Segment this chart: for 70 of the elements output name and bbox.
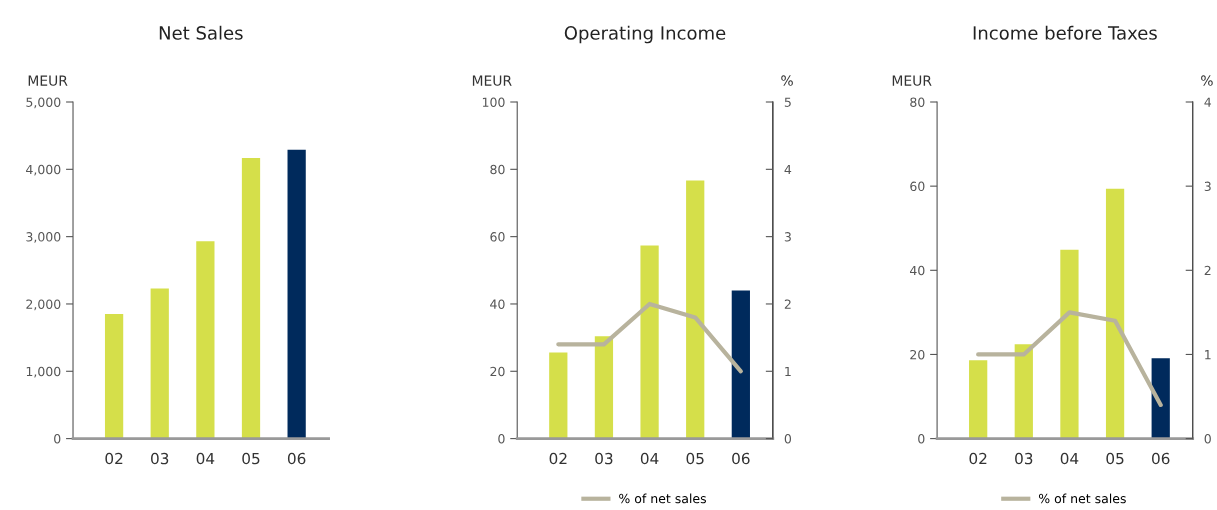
- line-series: [976, 310, 1163, 408]
- y-axis-title: MEUR: [472, 75, 512, 86]
- chart-title: Operating Income: [564, 25, 726, 44]
- bar: [287, 149, 306, 439]
- y-tick-label: 4,000: [26, 164, 61, 176]
- bar: [549, 352, 568, 439]
- x-tick-label: 06: [1152, 452, 1170, 465]
- y-tick-label: 60: [910, 181, 925, 192]
- x-tick-label: 05: [242, 452, 260, 465]
- x-tick-label: 03: [151, 452, 169, 465]
- x-tick-label: 04: [1060, 452, 1079, 465]
- y-tick-label: 100: [482, 97, 505, 107]
- x-tick-label: 03: [595, 452, 613, 465]
- x-tick-label: 02: [969, 452, 987, 465]
- chart-title: Net Sales: [159, 25, 243, 40]
- bar: [1105, 188, 1125, 439]
- bar: [1014, 344, 1033, 439]
- bar: [104, 314, 124, 439]
- y-tick-label: 80: [490, 164, 505, 175]
- x-tick-label: 05: [686, 452, 704, 465]
- bar: [150, 288, 169, 439]
- bar: [196, 241, 215, 439]
- bar: [1151, 358, 1170, 439]
- y-tick-label: 0: [498, 434, 505, 444]
- y2-tick-label: 2: [784, 299, 791, 309]
- bar: [594, 336, 614, 439]
- x-tick-label: 06: [287, 452, 306, 465]
- x-tick-label: 05: [1106, 452, 1124, 465]
- bar: [686, 180, 705, 439]
- y2-tick-label: 1: [785, 366, 791, 377]
- y-tick-label: 0: [54, 434, 61, 444]
- y2-tick-label: 4: [784, 164, 792, 175]
- x-tick-label: 02: [549, 452, 567, 465]
- y-tick-label: 80: [910, 97, 925, 107]
- y2-tick-label: 4: [1204, 97, 1212, 107]
- x-tick-label: 04: [640, 452, 659, 465]
- y2-tick-label: 2: [1204, 265, 1211, 276]
- y2-tick-label: 0: [784, 434, 792, 444]
- bar: [1060, 249, 1079, 439]
- y-tick-label: 0: [918, 434, 925, 444]
- bar: [969, 360, 988, 439]
- y-tick-label: 1,000: [26, 366, 61, 378]
- y2-axis-title: %: [1201, 75, 1213, 86]
- y2-tick-label: 3: [784, 232, 791, 242]
- y2-tick-label: 3: [1204, 181, 1211, 192]
- y-tick-label: 40: [490, 299, 505, 309]
- bar: [731, 290, 750, 439]
- y-tick-label: 20: [490, 366, 505, 377]
- y2-tick-label: 5: [784, 97, 791, 107]
- bar: [241, 157, 261, 439]
- y-tick-label: 3,000: [26, 232, 61, 243]
- x-tick-label: 04: [196, 452, 215, 465]
- legend-label: % of net sales: [1038, 493, 1126, 504]
- y2-tick-label: 1: [1205, 350, 1211, 360]
- y-tick-label: 5,000: [26, 97, 61, 109]
- y-axis-title: MEUR: [892, 75, 932, 86]
- chart-title: Income before Taxes: [973, 25, 1157, 40]
- legend-label: % of net sales: [619, 493, 707, 504]
- y2-axis-title: %: [781, 75, 793, 86]
- y-tick-label: 40: [909, 265, 925, 276]
- line-series: [556, 301, 743, 374]
- x-tick-label: 03: [1015, 452, 1033, 465]
- bar: [640, 245, 659, 439]
- y-tick-label: 2,000: [26, 299, 61, 311]
- y-tick-label: 20: [910, 349, 925, 360]
- y2-tick-label: 0: [1204, 434, 1211, 444]
- x-tick-label: 06: [732, 452, 750, 465]
- y-axis-title: MEUR: [28, 75, 68, 86]
- x-tick-label: 02: [105, 452, 123, 465]
- y-tick-label: 60: [490, 232, 505, 242]
